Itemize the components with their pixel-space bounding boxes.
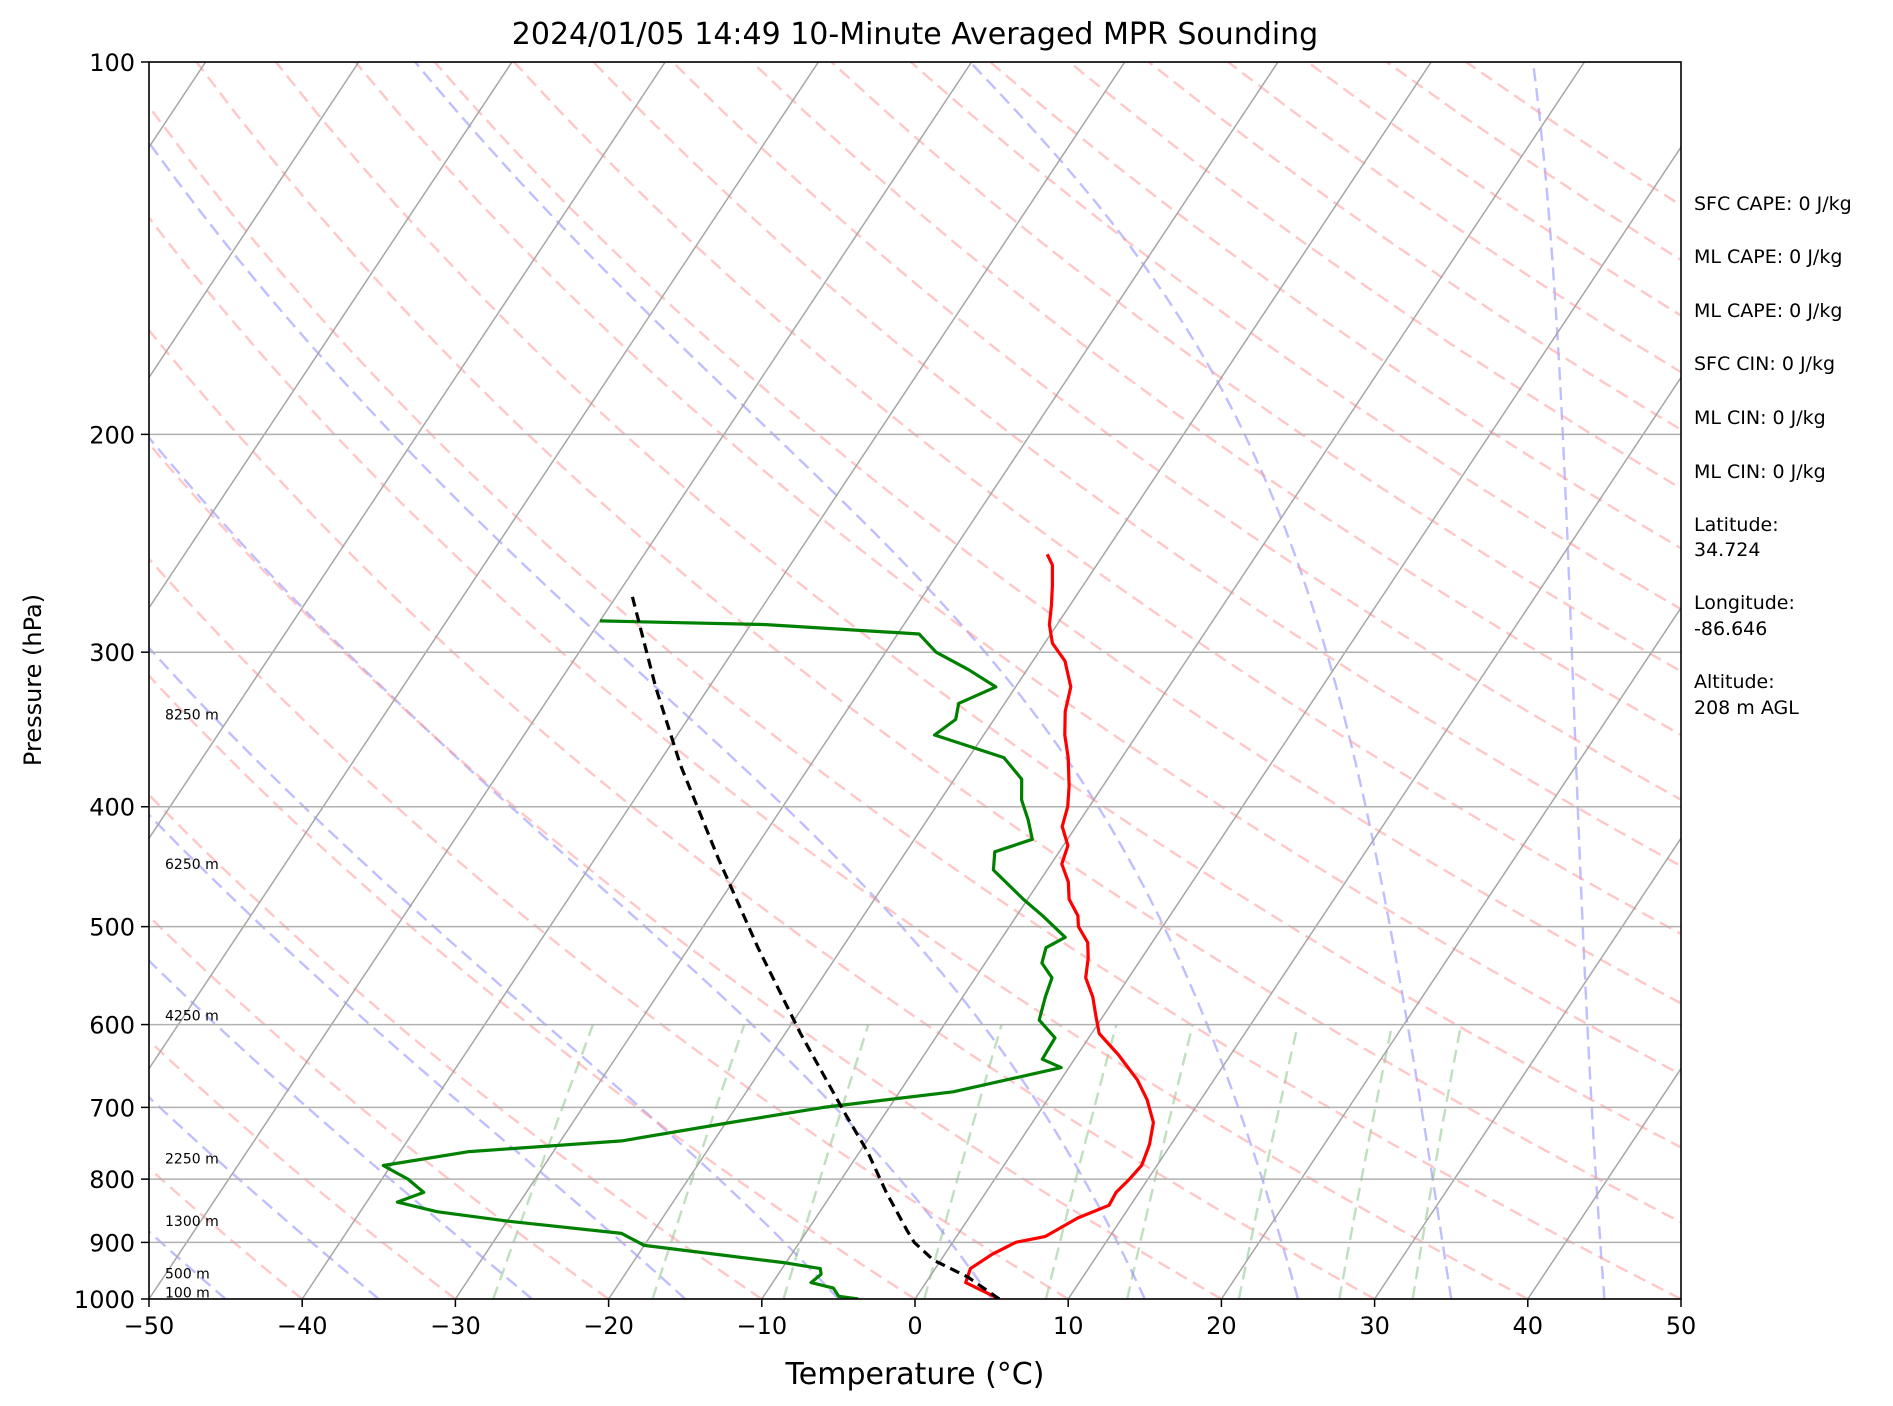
y-tick-label: 300 <box>89 639 135 667</box>
y-tick-label: 200 <box>89 421 135 449</box>
sounding-profiles <box>381 553 1156 1299</box>
moist-adiabats <box>149 62 1606 1299</box>
moist-adiabat-line <box>149 813 687 1299</box>
stats-panel: SFC CAPE: 0 J/kg ML CAPE: 0 J/kg ML CAPE… <box>1694 193 1852 719</box>
isotherm-line <box>1373 836 1681 1299</box>
y-tick-label: 400 <box>89 794 135 822</box>
pressure-gridlines <box>149 62 1681 1299</box>
dewpoint-profile-line <box>381 619 1067 1299</box>
x-axis-ticks: −50 −40 −30 −20 −10 0 10 20 30 40 50 <box>124 1299 1697 1340</box>
x-tick-label: 50 <box>1666 1312 1697 1340</box>
dry-adiabat-line <box>149 104 1681 1299</box>
y-axis-ticks: 1000 900 800 700 600 500 400 300 200 100 <box>74 49 149 1314</box>
moist-adiabat-line <box>149 646 840 1299</box>
dry-adiabat-line <box>433 62 1681 1005</box>
height-label: 1300 m <box>165 1214 219 1230</box>
dry-adiabat-line <box>149 793 763 1299</box>
x-tick-label: 30 <box>1359 1312 1390 1340</box>
y-tick-label: 800 <box>89 1166 135 1194</box>
parcel-profile-line <box>630 595 1001 1299</box>
dry-adiabats <box>149 62 1681 1299</box>
dry-adiabat-line <box>830 62 1681 673</box>
x-tick-label: 10 <box>1053 1312 1084 1340</box>
isotherms <box>149 62 1681 1299</box>
x-tick-label: 0 <box>907 1312 922 1340</box>
height-label: 6250 m <box>165 857 219 873</box>
x-tick-label: −50 <box>124 1312 175 1340</box>
y-tick-label: 600 <box>89 1012 135 1040</box>
isotherm-line <box>149 62 666 840</box>
latitude-value: 34.724 <box>1694 539 1760 561</box>
isotherm-line <box>761 62 1586 1299</box>
moist-adiabat-line <box>414 62 1300 1299</box>
x-tick-label: 40 <box>1513 1312 1544 1340</box>
isotherm-line <box>149 62 513 610</box>
stat-ml-cape: ML CAPE: 0 J/kg <box>1694 246 1842 268</box>
stat-ml-cape-2: ML CAPE: 0 J/kg <box>1694 300 1842 322</box>
y-axis-label: Pressure (hPa) <box>19 594 47 766</box>
x-tick-label: −40 <box>277 1312 328 1340</box>
height-labels: 100 m 500 m 1300 m 2250 m 4250 m 6250 m 8250 m <box>165 708 219 1302</box>
y-tick-label: 900 <box>89 1229 135 1257</box>
moist-adiabat-line <box>149 959 533 1299</box>
isotherm-line <box>1067 376 1681 1299</box>
moist-adiabat-line <box>1531 62 1606 1299</box>
isotherm-line <box>149 62 820 1070</box>
dry-adiabat-line <box>909 62 1681 611</box>
y-tick-label: 1000 <box>74 1286 135 1314</box>
x-tick-label: 20 <box>1206 1312 1237 1340</box>
isotherm-line <box>149 62 360 379</box>
height-label: 8250 m <box>165 708 219 724</box>
dry-adiabat-line <box>274 62 1681 1149</box>
longitude-value: -86.646 <box>1694 618 1767 640</box>
dry-adiabat-line <box>513 62 1681 936</box>
x-tick-label: −10 <box>736 1312 787 1340</box>
dry-adiabat-line <box>149 557 1069 1299</box>
stat-sfc-cape: SFC CAPE: 0 J/kg <box>1694 193 1852 215</box>
longitude-label: Longitude: <box>1694 592 1795 614</box>
isotherm-line <box>1220 606 1681 1299</box>
dry-adiabat-line <box>354 62 1681 1076</box>
dry-adiabat-line <box>149 441 1223 1299</box>
isotherm-line <box>1527 1067 1681 1299</box>
altitude-label: Altitude: <box>1694 671 1775 693</box>
height-label: 2250 m <box>165 1152 219 1168</box>
moist-adiabat-line <box>969 62 1453 1299</box>
height-label: 4250 m <box>165 1009 219 1025</box>
isotherm-line <box>607 62 1432 1299</box>
height-label: 100 m <box>165 1286 210 1302</box>
dry-adiabat-line <box>149 674 916 1299</box>
y-tick-label: 500 <box>89 914 135 942</box>
dry-adiabat-line <box>149 914 610 1299</box>
y-tick-label: 100 <box>89 49 135 77</box>
isotherm-line <box>149 62 973 1299</box>
stat-sfc-cin: SFC CIN: 0 J/kg <box>1694 353 1835 375</box>
x-tick-label: −20 <box>583 1312 634 1340</box>
dry-adiabat-line <box>149 328 1376 1299</box>
dry-adiabat-line <box>149 215 1529 1299</box>
moist-adiabat-line <box>149 140 1146 1299</box>
plot-area <box>149 62 1681 1299</box>
x-axis-label: Temperature (°C) <box>785 1357 1045 1392</box>
y-tick-label: 700 <box>89 1094 135 1122</box>
isotherm-line <box>301 62 1126 1299</box>
stat-ml-cin-2: ML CIN: 0 J/kg <box>1694 461 1826 483</box>
altitude-value: 208 m AGL <box>1694 697 1799 719</box>
isotherm-line <box>914 145 1681 1299</box>
chart-title: 2024/01/05 14:49 10-Minute Averaged MPR … <box>512 17 1318 52</box>
temperature-profile-line <box>964 553 1156 1299</box>
height-label: 500 m <box>165 1267 210 1283</box>
x-tick-label: −30 <box>430 1312 481 1340</box>
dry-adiabat-line <box>592 62 1681 868</box>
dry-adiabat-line <box>149 1039 457 1299</box>
isotherm-line <box>454 62 1279 1299</box>
stat-ml-cin: ML CIN: 0 J/kg <box>1694 407 1826 429</box>
moist-adiabat-line <box>149 435 993 1299</box>
latitude-label: Latitude: <box>1694 514 1779 536</box>
dry-adiabat-line <box>195 62 1681 1224</box>
